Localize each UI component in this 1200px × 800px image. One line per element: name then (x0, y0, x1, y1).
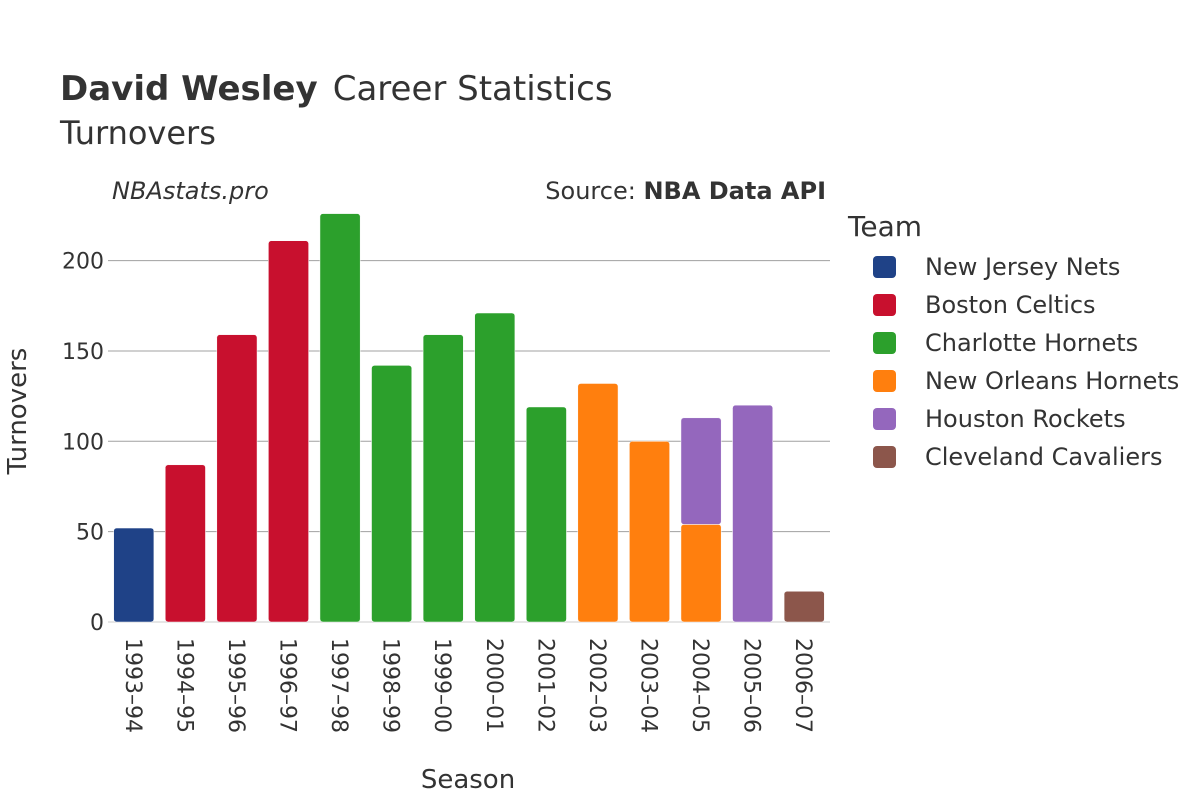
bar-2003–04-new-orleans-hornets[interactable] (629, 441, 670, 623)
legend-swatch-houston-rockets[interactable] (873, 408, 896, 430)
y-tick-label-150: 150 (62, 340, 104, 365)
x-axis-ticks: 1993–94 1994–95 1995–96 1996–97 1997–98 1998–… (120, 638, 815, 733)
bar-2006–07-cleveland-cavaliers[interactable] (783, 591, 825, 623)
bar-2004–05-houston-rockets[interactable] (680, 417, 722, 525)
x-tick-label-2005–06: 2005–06 (739, 638, 764, 733)
x-tick-label-1999–00: 1999–00 (429, 638, 454, 733)
y-tick-label-200: 200 (62, 250, 104, 275)
x-tick-label-1998–99: 1998–99 (378, 638, 403, 733)
legend-label-cleveland-cavaliers[interactable]: Cleveland Cavaliers (925, 443, 1162, 471)
bar-1995–96-boston-celtics[interactable] (216, 334, 258, 623)
legend-title: Team (847, 210, 922, 243)
legend-swatch-new-orleans-hornets[interactable] (873, 370, 896, 392)
bar-2002–03-new-orleans-hornets[interactable] (577, 383, 619, 623)
watermark: NBAstats.pro (112, 177, 269, 205)
x-tick-label-2004–05: 2004–05 (687, 638, 712, 733)
x-tick-label-1993–94: 1993–94 (120, 638, 145, 733)
x-tick-label-1995–96: 1995–96 (223, 638, 248, 733)
source-credit: Source: NBA Data API (545, 177, 826, 205)
x-axis-title: Season (421, 765, 515, 795)
x-tick-label-1996–97: 1996–97 (275, 638, 300, 733)
x-tick-label-2002–03: 2002–03 (584, 638, 609, 733)
bar-1993–94-new-jersey-nets[interactable] (113, 527, 155, 623)
bar-1994–95-boston-celtics[interactable] (164, 464, 206, 623)
y-tick-label-0: 0 (90, 611, 104, 636)
gridlines (108, 260, 830, 623)
legend-swatch-new-jersey-nets[interactable] (873, 256, 896, 278)
legend-label-new-orleans-hornets[interactable]: New Orleans Hornets (925, 367, 1179, 395)
chart-title-bold: David Wesley (60, 69, 318, 109)
y-axis-ticks: 0 50 100 150 200 (62, 250, 104, 636)
legend-label-charlotte-hornets[interactable]: Charlotte Hornets (925, 329, 1138, 357)
x-tick-label-1997–98: 1997–98 (326, 638, 351, 733)
legend-swatch-charlotte-hornets[interactable] (873, 332, 896, 354)
x-tick-label-1994–95: 1994–95 (171, 638, 196, 733)
source-prefix: Source: (545, 177, 643, 205)
bar-1996–97-boston-celtics[interactable] (268, 240, 309, 623)
chart-subtitle: Turnovers (59, 114, 216, 152)
x-tick-label-2000–01: 2000–01 (481, 638, 506, 733)
legend: Team New Jersey Nets Boston Celtics Charlo… (847, 210, 1179, 471)
legend-label-boston-celtics[interactable]: Boston Celtics (925, 291, 1096, 319)
x-tick-label-2003–04: 2003–04 (636, 638, 661, 733)
x-tick-label-2001–02: 2001–02 (532, 638, 557, 733)
bar-2005–06-houston-rockets[interactable] (732, 404, 774, 623)
bar-1998–99-charlotte-hornets[interactable] (371, 365, 413, 623)
legend-label-new-jersey-nets[interactable]: New Jersey Nets (925, 253, 1120, 281)
legend-label-houston-rockets[interactable]: Houston Rockets (925, 405, 1126, 433)
legend-swatch-cleveland-cavaliers[interactable] (873, 446, 896, 468)
y-axis-title: Turnovers (3, 348, 33, 476)
chart-title-rest: Career Statistics (333, 69, 613, 109)
bar-2000–01-charlotte-hornets[interactable] (474, 312, 516, 623)
source-name: NBA Data API (643, 177, 826, 205)
x-tick-label-2006–07: 2006–07 (790, 638, 815, 733)
bars (113, 213, 825, 623)
legend-swatch-boston-celtics[interactable] (873, 294, 896, 316)
bar-1999–00-charlotte-hornets[interactable] (422, 334, 464, 623)
chart-title: David Wesley Career Statistics (60, 69, 613, 109)
bar-1997–98-charlotte-hornets[interactable] (319, 213, 361, 623)
bar-2004–05-new-orleans-hornets[interactable] (680, 524, 722, 623)
y-tick-label-100: 100 (62, 430, 104, 455)
y-tick-label-50: 50 (76, 521, 104, 546)
bar-2001–02-charlotte-hornets[interactable] (525, 406, 567, 623)
